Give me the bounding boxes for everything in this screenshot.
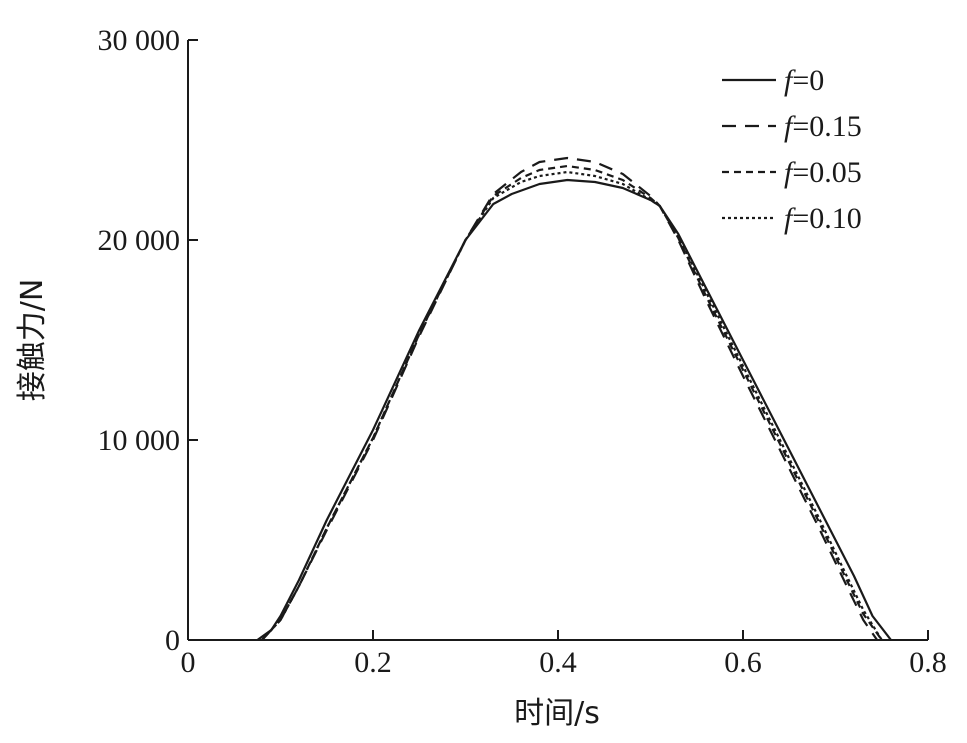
y-tick-label: 10 000 [98,424,181,457]
legend-label-3: f=0.05 [784,156,862,189]
series-line-3 [261,164,883,641]
legend-label-4: f=0.10 [784,202,862,235]
series-line-1 [256,178,892,641]
y-axis-title: 接触力/N [15,279,50,402]
y-tick-label: 0 [165,624,180,657]
legend: f=0 f=0.15 f=0.05 f=0.10 [722,64,862,235]
plot-area [256,156,892,641]
axes [187,39,929,641]
x-axis-title: 时间/s [514,696,600,731]
legend-label-1: f=0 [784,64,824,97]
x-tick-label: 0 [181,646,196,679]
x-tick-label: 0.8 [909,646,947,679]
y-tick-label: 20 000 [98,224,181,257]
legend-label-2: f=0.15 [784,110,862,143]
series-line-4 [261,170,883,641]
x-tick-label: 0.2 [354,646,392,679]
x-tick-label: 0.4 [539,646,577,679]
x-tick-label: 0.6 [724,646,762,679]
tick-labels: 0 10 000 20 000 30 000 0 0.2 0.4 0.6 0.8 [98,24,947,679]
y-tick-label: 30 000 [98,24,181,57]
